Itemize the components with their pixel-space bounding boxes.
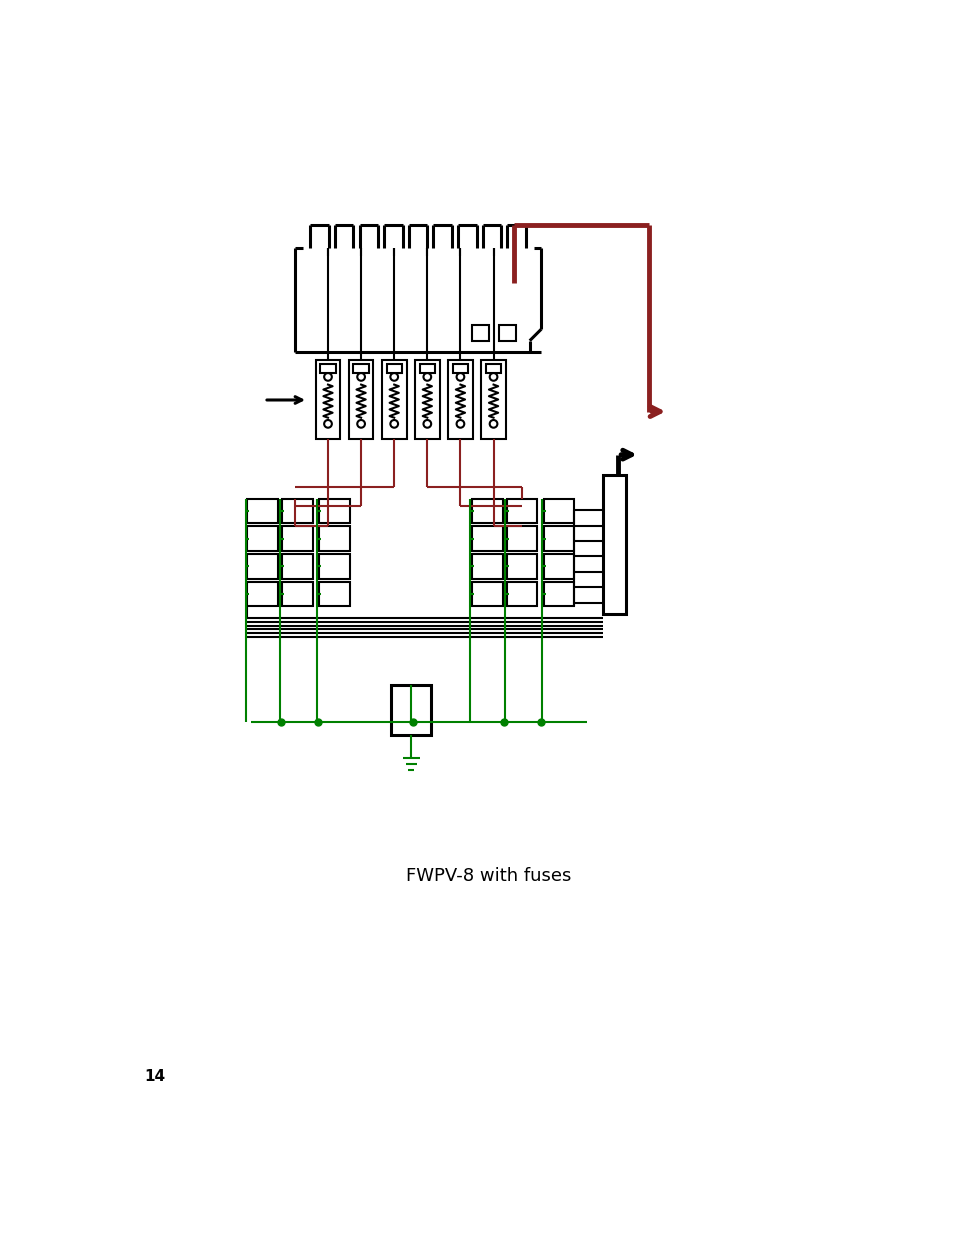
- Bar: [448, 359, 473, 440]
- Bar: [281, 499, 313, 524]
- Bar: [506, 526, 537, 551]
- Bar: [391, 685, 431, 735]
- Bar: [472, 499, 502, 524]
- Bar: [472, 325, 488, 341]
- Bar: [543, 582, 574, 606]
- Bar: [318, 555, 349, 579]
- Bar: [386, 364, 401, 373]
- Text: FWPV-8 with fuses: FWPV-8 with fuses: [406, 867, 571, 884]
- Bar: [281, 555, 313, 579]
- Bar: [247, 555, 277, 579]
- Text: 14: 14: [145, 1068, 166, 1083]
- Bar: [485, 364, 500, 373]
- Bar: [480, 359, 505, 440]
- Bar: [415, 359, 439, 440]
- Bar: [498, 325, 516, 341]
- Bar: [543, 555, 574, 579]
- Bar: [318, 526, 349, 551]
- Bar: [281, 526, 313, 551]
- Bar: [506, 499, 537, 524]
- Bar: [315, 359, 340, 440]
- Bar: [506, 555, 537, 579]
- Bar: [472, 555, 502, 579]
- Bar: [349, 359, 373, 440]
- Bar: [543, 499, 574, 524]
- Bar: [453, 364, 468, 373]
- Bar: [419, 364, 435, 373]
- Bar: [320, 364, 335, 373]
- Bar: [543, 526, 574, 551]
- Bar: [247, 582, 277, 606]
- Bar: [353, 364, 369, 373]
- Bar: [381, 359, 406, 440]
- Bar: [247, 499, 277, 524]
- Bar: [281, 582, 313, 606]
- Bar: [247, 526, 277, 551]
- Bar: [472, 526, 502, 551]
- Bar: [318, 499, 349, 524]
- Bar: [602, 475, 625, 614]
- Bar: [506, 582, 537, 606]
- Bar: [472, 582, 502, 606]
- Bar: [318, 582, 349, 606]
